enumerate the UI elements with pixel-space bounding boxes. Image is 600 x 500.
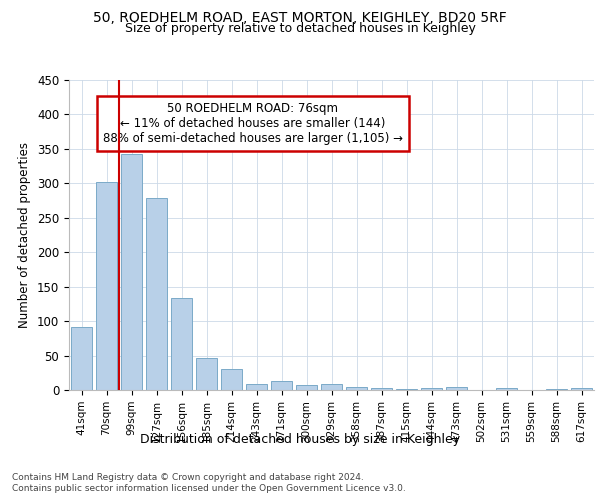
Bar	[121, 154, 142, 390]
Bar	[271, 381, 292, 390]
Bar	[146, 198, 167, 390]
Bar	[496, 388, 517, 390]
Text: 50 ROEDHELM ROAD: 76sqm
← 11% of detached houses are smaller (144)
88% of semi-d: 50 ROEDHELM ROAD: 76sqm ← 11% of detache…	[103, 102, 403, 144]
Bar	[96, 182, 117, 390]
Bar	[446, 386, 467, 390]
Bar	[396, 388, 417, 390]
Text: Contains HM Land Registry data © Crown copyright and database right 2024.: Contains HM Land Registry data © Crown c…	[12, 472, 364, 482]
Bar	[71, 326, 92, 390]
Bar	[321, 384, 342, 390]
Text: Size of property relative to detached houses in Keighley: Size of property relative to detached ho…	[125, 22, 475, 35]
Bar	[571, 388, 592, 390]
Bar	[221, 370, 242, 390]
Bar	[346, 387, 367, 390]
Bar	[421, 388, 442, 390]
Bar	[246, 384, 267, 390]
Text: 50, ROEDHELM ROAD, EAST MORTON, KEIGHLEY, BD20 5RF: 50, ROEDHELM ROAD, EAST MORTON, KEIGHLEY…	[93, 11, 507, 25]
Bar	[371, 388, 392, 390]
Text: Contains public sector information licensed under the Open Government Licence v3: Contains public sector information licen…	[12, 484, 406, 493]
Y-axis label: Number of detached properties: Number of detached properties	[19, 142, 31, 328]
Bar	[196, 358, 217, 390]
Bar	[171, 298, 192, 390]
Text: Distribution of detached houses by size in Keighley: Distribution of detached houses by size …	[140, 432, 460, 446]
Bar	[296, 385, 317, 390]
